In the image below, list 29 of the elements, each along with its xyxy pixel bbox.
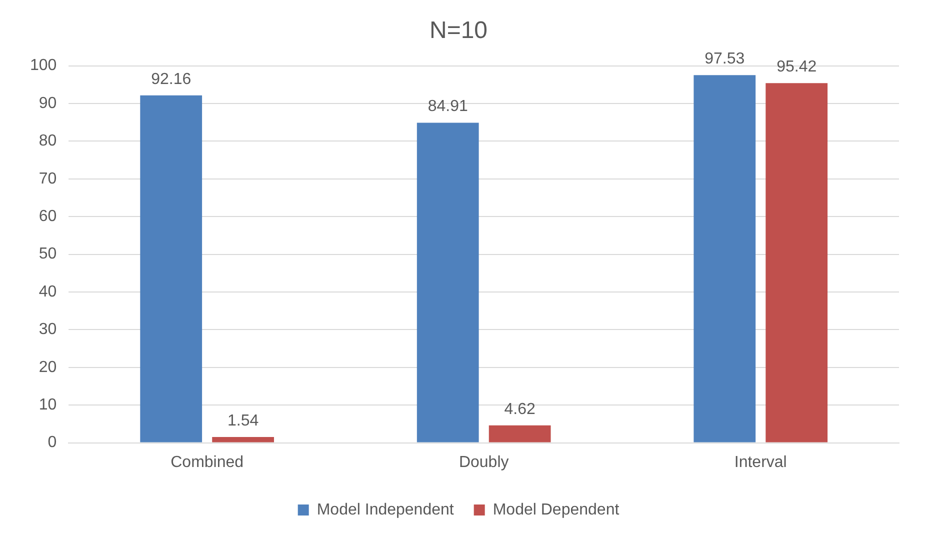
y-tick-label: 80 <box>38 132 57 150</box>
legend-label: Model Independent <box>316 501 454 518</box>
data-label: 84.91 <box>428 98 468 116</box>
bar <box>212 436 274 442</box>
y-tick-label: 60 <box>38 208 57 226</box>
x-tick-label: Doubly <box>458 454 509 471</box>
data-label: 1.54 <box>227 412 259 430</box>
y-tick-label: 20 <box>38 358 57 376</box>
data-label: 92.16 <box>151 70 192 88</box>
y-tick-label: 40 <box>38 283 57 300</box>
bar <box>488 425 551 442</box>
data-label: 4.62 <box>504 400 536 418</box>
data-label: 95.42 <box>776 58 817 76</box>
y-tick-label: 30 <box>38 321 57 338</box>
y-tick-label: 10 <box>38 396 57 414</box>
y-tick-label: 50 <box>38 246 57 263</box>
x-tick-label: Interval <box>734 454 787 471</box>
y-tick-label: 90 <box>38 94 57 112</box>
bar <box>694 75 756 442</box>
y-tick-label: 70 <box>38 170 57 188</box>
legend-label: Model Dependent <box>492 501 620 518</box>
y-tick-label: 100 <box>30 57 57 74</box>
y-tick-label: 0 <box>48 434 57 452</box>
bar <box>140 95 202 442</box>
data-label: 97.53 <box>704 50 745 68</box>
bar <box>416 122 479 442</box>
chart-title: N=10 <box>429 17 488 44</box>
x-tick-label: Combined <box>170 454 244 471</box>
bar <box>766 83 828 442</box>
